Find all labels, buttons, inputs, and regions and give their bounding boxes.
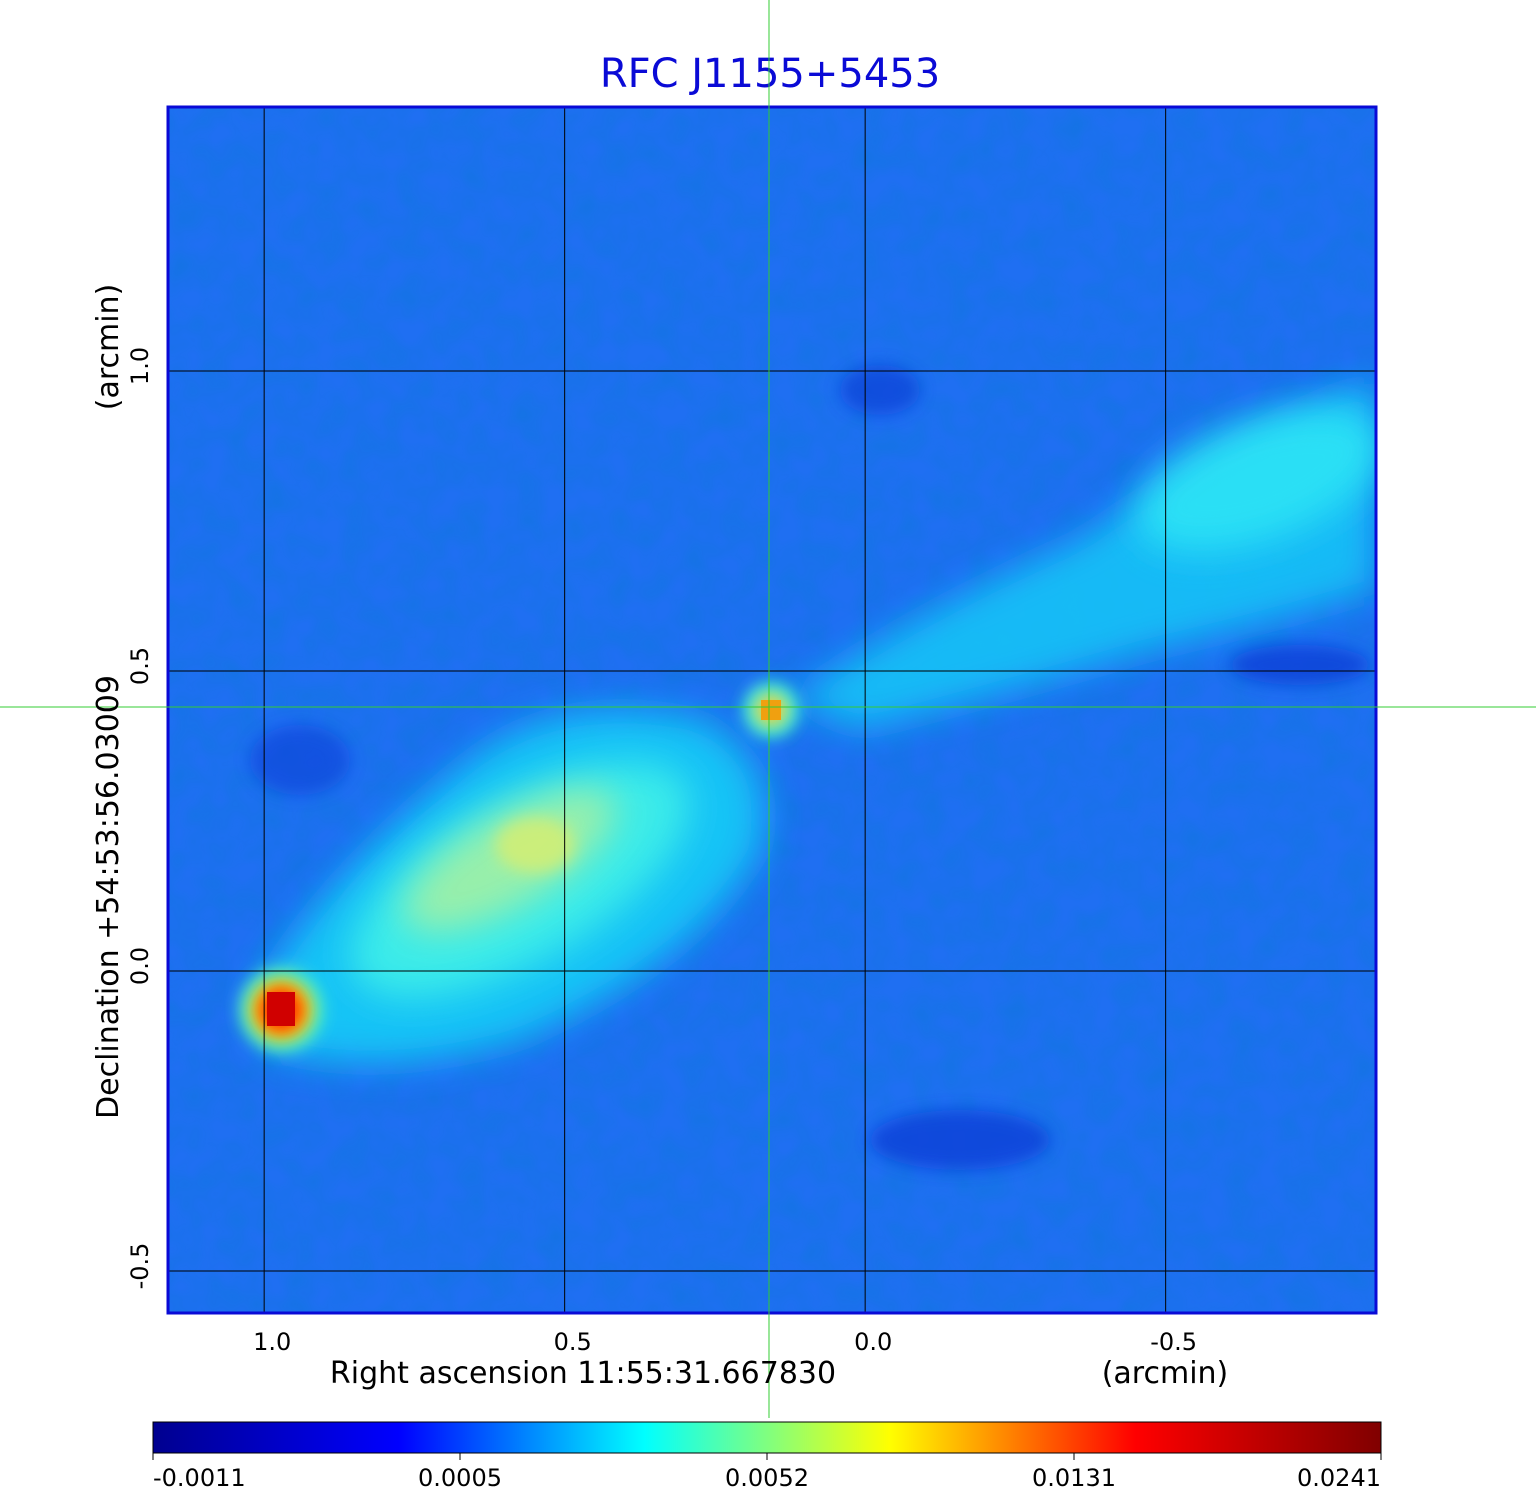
colorbar-gradient [152, 1421, 1382, 1454]
y-axis-unit: (arcmin) [91, 284, 126, 411]
x-tick-label: 1.0 [253, 1328, 291, 1356]
colorbar-tick-label: 0.0052 [725, 1464, 809, 1492]
colorbar-tick-label: 0.0131 [1032, 1464, 1116, 1492]
grid [168, 107, 1376, 1313]
x-axis-label: Right ascension 11:55:31.667830 [330, 1356, 836, 1391]
lobe-yellow-peak [495, 817, 575, 873]
dark-void [1230, 645, 1370, 685]
plot-area [168, 107, 1376, 1313]
core-source [743, 682, 799, 738]
y-tick-label: -0.5 [126, 1243, 154, 1290]
crosshair-extension [0, 0, 1536, 1418]
x-tick-label: 0.0 [854, 1328, 892, 1356]
plot-frame [166, 105, 1378, 1315]
emission-structure [239, 365, 1376, 1170]
colorbar-tick-label: -0.0011 [153, 1464, 246, 1492]
dark-void [870, 1110, 1050, 1170]
x-axis-unit: (arcmin) [1102, 1356, 1229, 1391]
dark-void [840, 365, 920, 415]
x-tick-labels: 1.0 0.5 0.0 -0.5 [253, 1328, 1197, 1356]
dark-void [250, 725, 350, 795]
y-tick-labels: 1.0 0.5 0.0 -0.5 [126, 347, 154, 1290]
x-tick-label: 0.5 [554, 1328, 592, 1356]
y-tick-label: 0.5 [126, 647, 154, 685]
colorbar-tick-label: 0.0241 [1297, 1464, 1381, 1492]
x-tick-label: -0.5 [1150, 1328, 1197, 1356]
upper-right-lobe-core [1136, 408, 1376, 552]
hotspot-source [239, 968, 323, 1052]
y-tick-label: 0.0 [126, 947, 154, 985]
y-axis-label: Declination +54:53:56.03009 [91, 675, 126, 1119]
y-tick-label: 1.0 [126, 347, 154, 385]
chart-title: RFC J1155+5453 [600, 51, 940, 97]
colorbar-tick-label: 0.0005 [418, 1464, 502, 1492]
colorbar: -0.0011 0.0005 0.0052 0.0131 0.0241 [152, 1421, 1382, 1492]
colorbar-tick-labels: -0.0011 0.0005 0.0052 0.0131 0.0241 [152, 1453, 1382, 1492]
